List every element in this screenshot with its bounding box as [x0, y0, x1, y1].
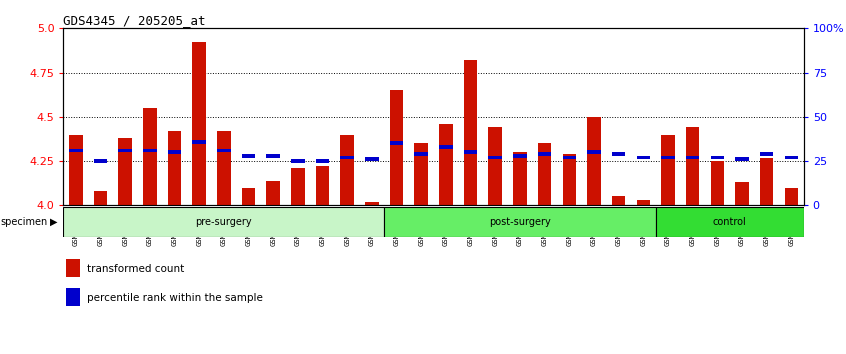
- Bar: [242, 188, 255, 205]
- Bar: [686, 156, 700, 160]
- Bar: [143, 108, 157, 205]
- Bar: [464, 150, 477, 154]
- Bar: [390, 141, 404, 145]
- Bar: [711, 156, 724, 160]
- Text: ▶: ▶: [50, 217, 58, 227]
- Bar: [538, 143, 552, 205]
- Bar: [538, 152, 552, 156]
- Text: transformed count: transformed count: [86, 264, 184, 274]
- Bar: [340, 156, 354, 160]
- Bar: [291, 159, 305, 163]
- Bar: [760, 152, 773, 156]
- Bar: [563, 156, 576, 160]
- Bar: [69, 149, 83, 153]
- Bar: [217, 149, 231, 153]
- Bar: [266, 154, 280, 158]
- Bar: [384, 207, 656, 237]
- Bar: [784, 188, 798, 205]
- Text: post-surgery: post-surgery: [489, 217, 551, 227]
- Bar: [94, 191, 107, 205]
- Bar: [735, 157, 749, 161]
- Bar: [636, 156, 650, 160]
- Text: percentile rank within the sample: percentile rank within the sample: [86, 293, 262, 303]
- Bar: [686, 127, 700, 205]
- Bar: [390, 90, 404, 205]
- Bar: [66, 288, 80, 306]
- Text: control: control: [713, 217, 746, 227]
- Bar: [66, 259, 80, 277]
- Bar: [464, 60, 477, 205]
- Bar: [242, 154, 255, 158]
- Bar: [291, 168, 305, 205]
- Text: GDS4345 / 205205_at: GDS4345 / 205205_at: [63, 14, 206, 27]
- Bar: [612, 152, 625, 156]
- Bar: [94, 159, 107, 163]
- Text: specimen: specimen: [1, 217, 48, 227]
- Bar: [316, 166, 329, 205]
- Bar: [217, 131, 231, 205]
- Bar: [760, 158, 773, 205]
- Text: pre-surgery: pre-surgery: [195, 217, 252, 227]
- Bar: [168, 131, 181, 205]
- Bar: [365, 202, 379, 205]
- Bar: [118, 138, 132, 205]
- Bar: [143, 149, 157, 153]
- Bar: [587, 117, 601, 205]
- Bar: [636, 200, 650, 205]
- Bar: [587, 150, 601, 154]
- Bar: [266, 181, 280, 205]
- Bar: [439, 124, 453, 205]
- Bar: [563, 154, 576, 205]
- Bar: [439, 145, 453, 149]
- Bar: [415, 152, 428, 156]
- Bar: [662, 135, 675, 205]
- Bar: [514, 152, 527, 205]
- Bar: [612, 196, 625, 205]
- Bar: [735, 182, 749, 205]
- Bar: [711, 161, 724, 205]
- Bar: [488, 156, 502, 160]
- Bar: [192, 139, 206, 143]
- Bar: [656, 207, 804, 237]
- Bar: [514, 154, 527, 158]
- Bar: [69, 135, 83, 205]
- Bar: [118, 149, 132, 153]
- Bar: [316, 159, 329, 163]
- Bar: [415, 143, 428, 205]
- Bar: [168, 150, 181, 154]
- Bar: [488, 127, 502, 205]
- Bar: [340, 135, 354, 205]
- Bar: [192, 42, 206, 205]
- Bar: [784, 156, 798, 160]
- Bar: [365, 157, 379, 161]
- Bar: [63, 207, 384, 237]
- Bar: [662, 156, 675, 160]
